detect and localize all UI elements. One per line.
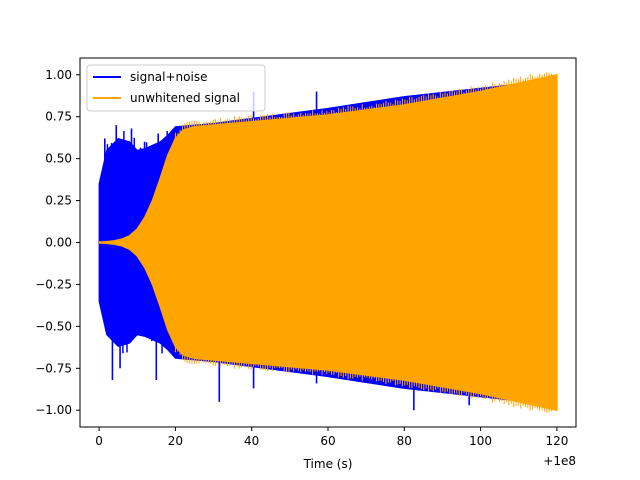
legend: signal+noise unwhitened signal: [86, 64, 266, 112]
plot-area: [98, 72, 558, 413]
x-tick-label: 0: [95, 434, 103, 448]
y-tick-label: 0.00: [45, 236, 72, 250]
y-tick-label: 0.75: [45, 110, 72, 124]
x-tick-label: 20: [168, 434, 183, 448]
y-tick-label: 0.50: [45, 152, 72, 166]
x-axis-offset-text: +1e8: [543, 454, 576, 468]
x-tick-label: 40: [244, 434, 259, 448]
x-axis-label: Time (s): [303, 457, 353, 471]
y-tick-label: 1.00: [45, 68, 72, 82]
y-tick-label: 0.25: [45, 194, 72, 208]
y-tick-label: −0.75: [35, 361, 72, 375]
y-tick-label: −0.50: [35, 319, 72, 333]
plot-clip-group: [98, 72, 558, 413]
series-unwhitened-signal: [98, 72, 558, 413]
legend-label: signal+noise: [130, 70, 207, 84]
y-axis: −1.00 −0.75 −0.50 −0.25 0.00 0.25 0.50 0.75 1.00: [35, 68, 80, 417]
y-tick-label: −1.00: [35, 403, 72, 417]
legend-label: unwhitened signal: [130, 91, 240, 105]
x-tick-label: 100: [469, 434, 492, 448]
x-tick-label: 120: [545, 434, 568, 448]
x-axis: 0 20 40 60 80 100 120: [95, 427, 568, 448]
y-tick-label: −0.25: [35, 277, 72, 291]
x-tick-label: 80: [397, 434, 412, 448]
legend-box: [86, 64, 266, 112]
x-tick-label: 60: [320, 434, 335, 448]
series-unwhitened-edge: [174, 72, 553, 413]
